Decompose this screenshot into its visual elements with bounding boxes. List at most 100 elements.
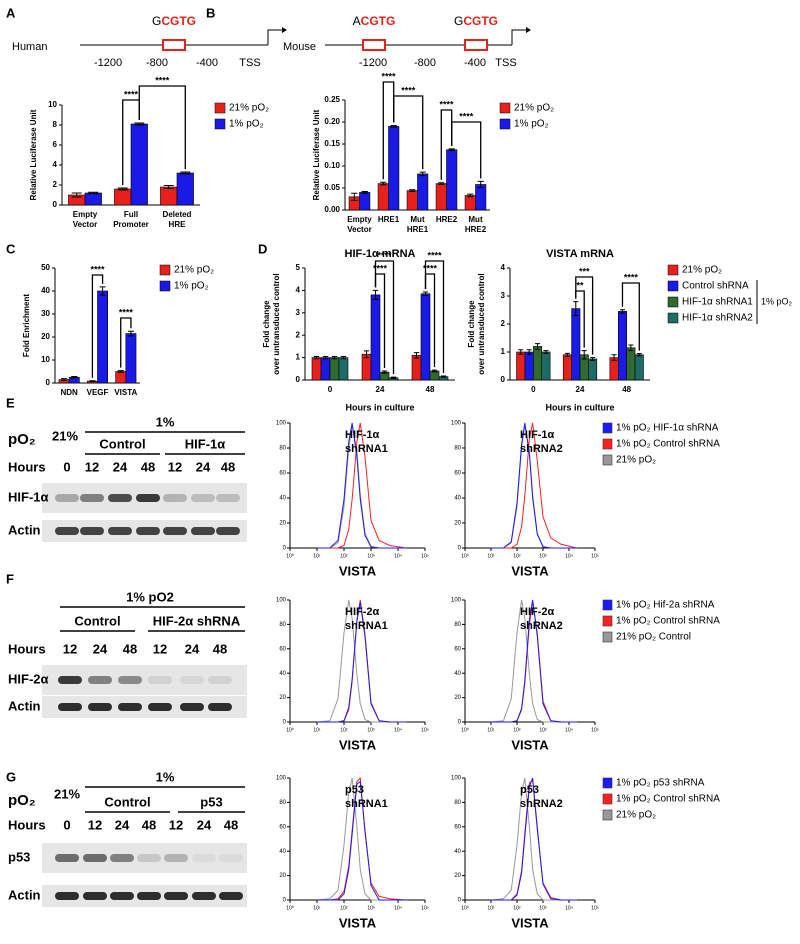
x-tick-label: 10¹ [487,727,495,733]
histogram-curve [316,599,407,723]
y-tick-label: 0.15 [324,139,340,148]
legend-label: 21% pO₂ Control [616,632,691,643]
legend-label: 1% pO₂ Control shRNA [616,794,720,805]
blot-band [191,527,215,535]
annotation: shRNA1 [345,798,388,810]
y-tick-label: 5 [296,263,301,272]
blot-band [118,676,142,684]
x-tick-label: 10⁰ [286,905,294,911]
y-tick-label: 0.10 [324,161,340,170]
error-bar [619,309,625,314]
bar [446,149,458,211]
blot-band [148,703,172,711]
group-label: Control [104,794,150,809]
significance-label: **** [124,89,139,99]
annotation: p53 [520,784,539,796]
y-tick-label: 40 [279,496,286,502]
lane-label: 12 [169,817,183,832]
y-tick-label: 100 [451,776,462,782]
y-tick-label: 2 [296,330,301,339]
blot-band [136,494,160,502]
error-bar [526,349,532,355]
y-tick-label: 30 [41,309,50,318]
blot-band [88,676,112,684]
histogram-curve [317,422,407,549]
bar [160,186,178,206]
blot-band [216,494,240,502]
legend-swatch [602,615,613,627]
baseline-label: 21% [52,428,78,443]
bar [524,351,534,381]
position-label: -800 [414,57,436,69]
lane-label: 48 [224,817,238,832]
y-tick-label: 100 [451,421,462,427]
legend-swatch [214,102,226,114]
treatment-label: 1% pO2 [126,589,174,604]
y-tick-label: 100 [451,598,462,604]
y-tick-label: 20 [454,521,461,527]
significance-label: **** [155,75,170,85]
row-label: Actin [8,522,41,537]
bar [609,357,619,381]
lane-label: 12 [88,817,102,832]
row-label: HIF-2α [8,671,49,686]
lane-label: 0 [63,817,70,832]
legend-label: 1% pO₂ Control shRNA [616,616,720,627]
y-tick-label: 0 [458,720,462,726]
y-tick-label: 4 [296,286,301,295]
y-tick-label: 20 [279,695,286,701]
legend-swatch [214,118,226,130]
blot-band [58,703,82,711]
bar [475,184,487,211]
hours-label: Hours [8,459,46,474]
y-tick-label: 0.20 [324,117,340,126]
y-tick-label: 0 [458,546,462,552]
significance-bracket [424,273,436,368]
x-axis-label: VISTA [511,563,549,578]
blot-band [110,854,134,862]
error-bar [127,330,134,337]
x-tick-label: 10² [513,727,521,733]
legend-swatch [602,454,613,466]
x-tick-label: VEGF [87,388,109,397]
hre-site: GCGTG [454,14,498,28]
significance-bracket [393,95,424,170]
x-tick-label: Empty [73,210,98,219]
bar [464,195,476,211]
y-tick-label: 0 [501,375,506,384]
y-tick-label: 4 [501,263,506,272]
x-tick-label: 10⁰ [286,727,294,733]
bar [370,294,381,381]
error-bar [581,350,587,360]
error-bar [313,355,320,360]
x-tick-label: 10⁴ [565,905,573,911]
y-axis-label: Relative Luciferase Unit [29,109,38,200]
x-tick-label: 10⁴ [565,727,573,733]
error-bar [117,187,128,191]
legend-label: 1% pO₂ HIF-1α shRNA [616,423,719,434]
bar [311,357,322,381]
x-tick-label: Vector [347,225,371,234]
y-tick-label: 100 [276,776,287,782]
significance-label: **** [439,99,454,109]
x-tick-label: 10⁵ [591,553,599,559]
y-tick-label: 0 [296,375,301,384]
blot-band [83,854,107,862]
y-tick-label: 2 [53,180,58,189]
blot-band [80,527,104,535]
x-tick-label: 10³ [367,905,375,911]
position-label: -1200 [94,57,122,69]
y-axis-label: Fold change [262,300,271,348]
bar [329,357,340,381]
y-tick-label: 2 [501,319,506,328]
y-tick-label: 80 [279,800,286,806]
x-tick-label: NDN [60,388,78,397]
histogram-curve [491,422,577,549]
error-bar [573,301,579,317]
legend-label: 21% pO₂ [616,455,656,466]
x-tick-label: HRE2 [436,215,458,224]
blot-band [80,494,104,502]
x-tick-label: 10² [340,553,348,559]
bar [176,172,194,206]
tss-arrow [267,29,282,45]
